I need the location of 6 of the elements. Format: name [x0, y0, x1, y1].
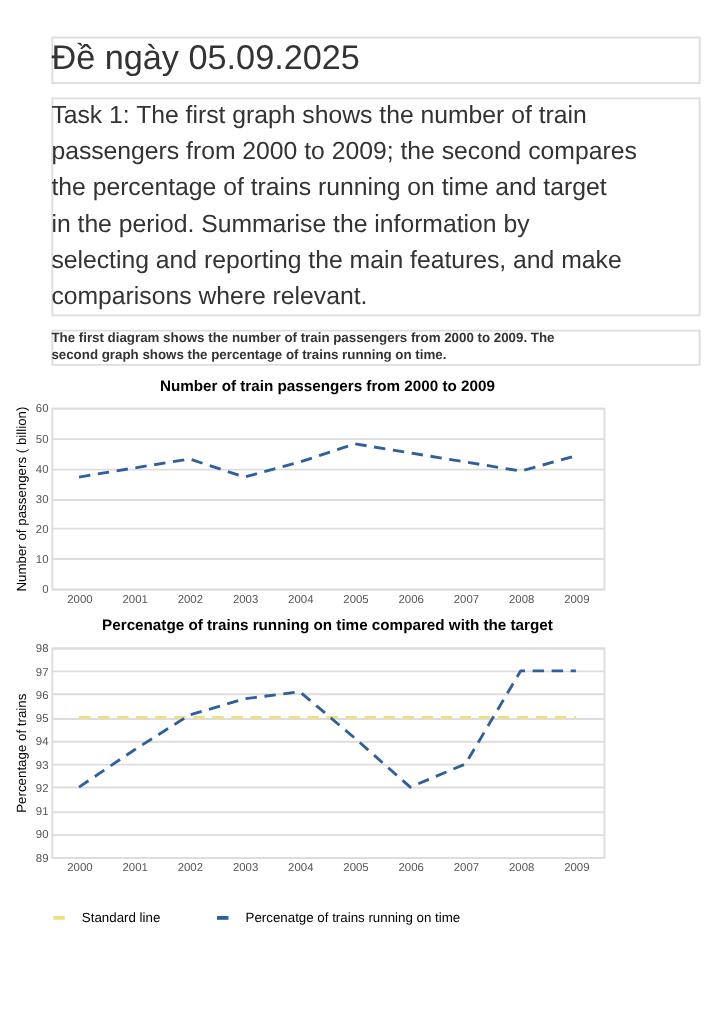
text: Task 1: The first graph shows the number of train passengers from 2000 to 2009; the second compares the percentage of trains running on time and target in the period. Summarise the information by selecting and reporting the main features, and make comparisons where relevant.: [51, 101, 637, 310]
text: Đề ngày 05.09.2025: [51, 36, 360, 77]
line-series: [77, 442, 578, 479]
chart-title: Percenatge of trains running on time compared with the target: [102, 616, 554, 635]
chart-title: Number of train passengers from 2000 to 2009: [159, 376, 495, 395]
line-series: [77, 669, 578, 789]
